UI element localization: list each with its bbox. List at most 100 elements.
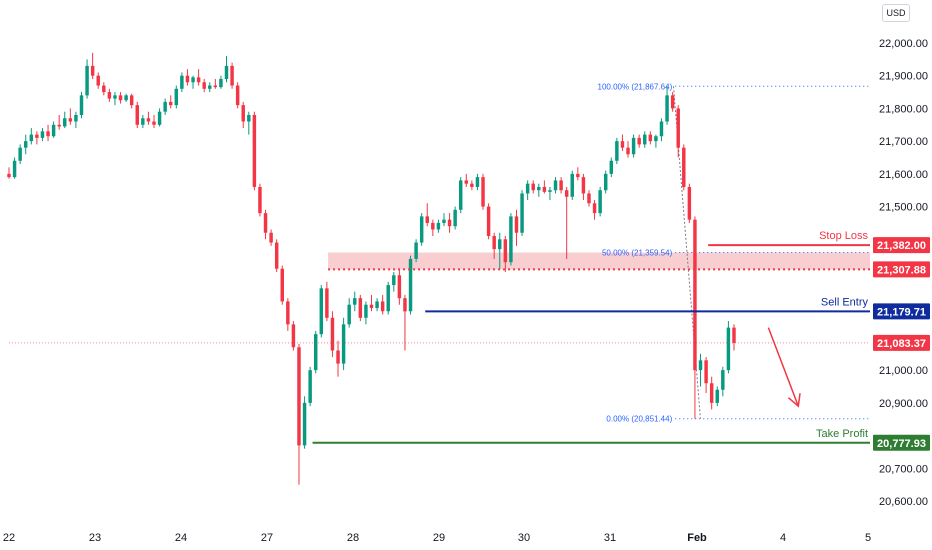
candle-body [353,298,357,305]
candle-body [682,147,686,187]
candle-body [458,180,463,210]
y-tick-label: 21,000.00 [879,365,928,377]
candle-body [498,239,502,250]
upper-zone-badge-label: 21,307.88 [877,264,926,276]
candle-body [375,301,379,308]
stop-loss-badge-label: 21,382.00 [877,240,926,252]
candle-body [168,101,173,106]
candle-body [191,77,195,83]
candle-body [230,65,234,86]
candle-body [208,85,212,89]
candle-body [648,134,653,142]
x-tick-label: 28 [347,532,359,544]
candle-body [24,141,28,148]
candle-body [542,186,547,192]
candle-body [46,131,50,137]
candle-body [419,216,424,243]
candle-body [35,134,39,138]
candle-body [146,118,151,122]
candle-body [464,180,469,184]
candle-body [520,193,524,233]
sell-entry-title: Sell Entry [821,296,869,308]
candle-body [85,65,89,96]
candle-body [325,288,329,318]
candle-body [626,147,630,155]
candle-body [297,347,301,446]
candle-body [564,190,569,197]
candle-body [570,173,574,197]
candle-body [74,114,78,122]
candle-body [665,95,669,122]
candle-body [509,216,513,263]
candle-body [163,101,167,112]
candle-body [174,88,179,106]
candle-body [470,183,474,187]
x-tick-label: 29 [433,532,445,544]
candle-body [269,232,273,243]
candle-body [537,186,541,191]
candle-body [263,213,268,233]
candle-body [726,327,731,371]
candle-body [18,147,22,161]
candle-body [258,186,262,214]
stop-loss-title: Stop Loss [819,230,868,242]
candle-body [118,95,123,101]
candle-body [587,193,591,204]
resistance-zone [328,252,870,270]
down-arrow[interactable] [767,327,800,407]
candle-body [475,177,480,187]
candle-body [185,75,190,83]
sell-entry-badge-label: 21,179.71 [877,306,926,318]
y-tick-label: 21,900.00 [879,71,928,83]
candle-body [709,383,714,403]
candle-body [408,258,413,312]
candle-body [196,77,201,83]
down-arrow-head [787,393,801,408]
candle-body [615,141,619,161]
candle-body [643,134,647,145]
candle-body [152,121,156,125]
x-tick-label: 22 [3,532,15,544]
candle-body [40,131,45,138]
candle-body [202,82,206,89]
y-tick-label: 20,600.00 [879,496,928,508]
candle-body [286,301,290,325]
candle-body [581,177,586,194]
candle-body [180,75,184,89]
candle-body [302,402,307,446]
y-tick-label: 21,500.00 [879,202,928,214]
candle-body [113,95,117,99]
candle-body [79,95,84,115]
candle-body [392,275,396,286]
candle-body [57,124,61,127]
candle-body [698,360,703,371]
fib-level-label: 100.00% (21,867.64) [598,82,673,91]
candle-body [442,219,446,223]
sell-entry-badge [873,303,930,320]
candle-body [274,242,279,269]
candle-body [319,288,324,335]
candle-body [525,183,530,194]
y-tick-label: 21,600.00 [879,169,928,181]
candle-body [157,111,162,125]
candle-body [637,137,641,145]
candle-body [7,173,11,178]
candle-body [63,118,67,127]
candle-body [369,304,374,308]
candle-body [687,186,692,220]
candle-body [380,301,385,312]
candle-body [135,105,139,125]
candle-body [654,136,658,142]
candle-body [732,327,736,343]
y-tick-label: 20,900.00 [879,398,928,410]
candle-body [704,360,708,384]
candle-body [492,236,496,250]
candle-body [425,216,429,223]
currency-selector[interactable]: USD [882,4,910,22]
stop-loss-badge [873,237,930,254]
x-tick-label: 31 [604,532,616,544]
candle-body [224,65,229,79]
candle-body [715,389,719,403]
x-tick-label: 23 [89,532,101,544]
